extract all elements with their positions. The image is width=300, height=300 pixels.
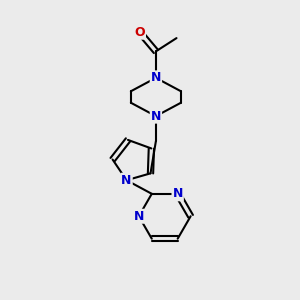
- Text: N: N: [122, 174, 132, 187]
- Text: N: N: [172, 187, 183, 200]
- Text: N: N: [151, 110, 161, 123]
- Text: O: O: [134, 26, 145, 39]
- Text: N: N: [134, 210, 144, 223]
- Text: N: N: [151, 71, 161, 84]
